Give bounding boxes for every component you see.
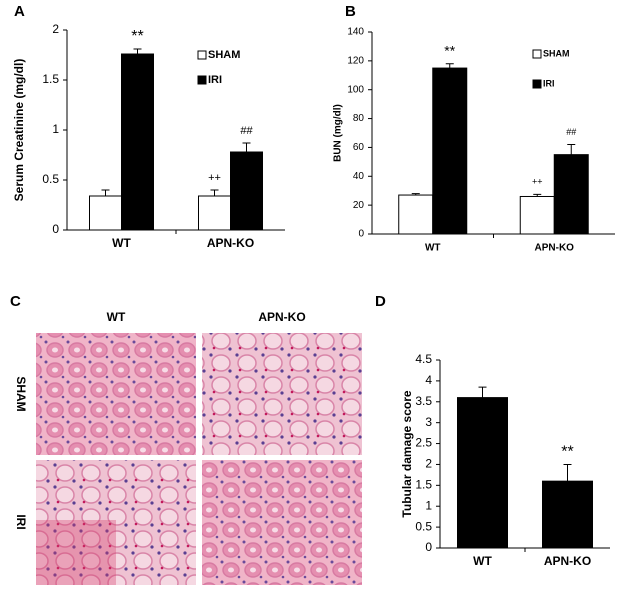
bar xyxy=(230,151,263,231)
y-tick-label: 3.5 xyxy=(415,394,432,408)
y-tick-label: 0.5 xyxy=(415,519,432,533)
histology-image xyxy=(36,520,116,585)
error-bar xyxy=(478,386,487,398)
bar xyxy=(457,397,508,549)
y-tick-label: 1 xyxy=(52,122,59,136)
x-tick-label: APN-KO xyxy=(544,554,591,568)
x-tick-label: APN-KO xyxy=(535,243,575,254)
histology-image xyxy=(36,333,196,455)
bar xyxy=(89,195,122,231)
bar xyxy=(519,195,555,235)
bar xyxy=(121,53,154,231)
bar xyxy=(553,154,589,235)
x-tick-label: WT xyxy=(473,554,492,568)
legend-swatch xyxy=(197,75,207,85)
annotation: ++ xyxy=(532,177,543,187)
error-bar xyxy=(411,193,420,196)
column-header: APN-KO xyxy=(258,310,305,324)
error-bar xyxy=(210,189,219,196)
error-bar xyxy=(445,63,454,69)
y-tick-label: 1.5 xyxy=(415,478,432,492)
y-tick-label: 140 xyxy=(347,27,364,38)
error-bar xyxy=(133,48,142,54)
y-tick-label: 80 xyxy=(353,113,365,124)
legend-swatch xyxy=(532,49,542,59)
error-bar xyxy=(567,144,576,155)
y-tick-label: 0.5 xyxy=(42,172,59,186)
histology-image xyxy=(202,460,362,585)
bar xyxy=(432,67,468,235)
row-header: IRI xyxy=(14,514,28,529)
row-header: SHAM xyxy=(14,376,28,411)
panel-label: B xyxy=(345,3,356,20)
y-tick-label: 4 xyxy=(425,373,432,387)
column-header: WT xyxy=(107,310,126,324)
bar xyxy=(398,194,434,235)
legend-label: SHAM xyxy=(543,48,570,58)
panel-label: A xyxy=(14,3,25,20)
y-tick-label: 120 xyxy=(347,55,364,66)
annotation: ## xyxy=(566,127,576,137)
y-tick-label: 2 xyxy=(425,457,432,471)
panel-label: D xyxy=(375,293,386,310)
annotation: ** xyxy=(131,28,143,45)
histology-image xyxy=(202,333,362,455)
annotation: ** xyxy=(561,444,573,461)
annotation: ## xyxy=(240,125,253,137)
x-tick-label: WT xyxy=(112,236,131,250)
y-axis-label: Tubular damage score xyxy=(400,390,414,517)
histology-image xyxy=(36,460,196,585)
error-bar xyxy=(533,193,542,197)
y-tick-label: 100 xyxy=(347,84,364,95)
y-tick-label: 40 xyxy=(353,171,365,182)
legend-label: IRI xyxy=(543,78,555,88)
y-tick-label: 0 xyxy=(52,222,59,236)
legend-swatch xyxy=(532,79,542,89)
legend-label: IRI xyxy=(208,74,222,86)
error-bar xyxy=(563,463,572,482)
y-tick-label: 2.5 xyxy=(415,436,432,450)
y-axis-label: BUN (mg/dl) xyxy=(333,104,344,162)
y-tick-label: 60 xyxy=(353,142,365,153)
annotation: ** xyxy=(444,42,455,58)
legend-label: SHAM xyxy=(208,49,240,61)
y-tick-label: 3 xyxy=(425,415,432,429)
y-tick-label: 1 xyxy=(425,498,432,512)
legend-swatch xyxy=(197,50,207,60)
y-tick-label: 20 xyxy=(353,200,365,211)
y-tick-label: 0 xyxy=(358,229,364,240)
x-tick-label: WT xyxy=(425,243,441,254)
y-tick-label: 1.5 xyxy=(42,72,59,86)
error-bar xyxy=(101,189,110,196)
y-tick-label: 0 xyxy=(425,540,432,554)
error-bar xyxy=(242,142,251,152)
panel-label: C xyxy=(10,293,21,310)
annotation: ++ xyxy=(208,172,221,184)
bar xyxy=(542,480,593,549)
y-axis-label: Serum Creatinine (mg/dl) xyxy=(12,59,26,202)
y-tick-label: 4.5 xyxy=(415,352,432,366)
bar xyxy=(198,195,231,231)
y-tick-label: 2 xyxy=(52,22,59,36)
x-tick-label: APN-KO xyxy=(207,236,254,250)
